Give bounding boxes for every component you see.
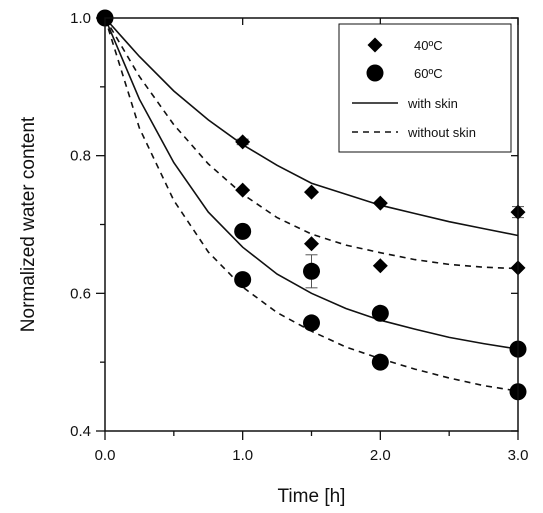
diamond-point-40c [235, 182, 251, 198]
y-tick-label: 0.8 [70, 148, 91, 165]
x-axis-title: Time [h] [278, 486, 346, 507]
legend-circle-icon [366, 64, 384, 82]
x-tick-label: 2.0 [370, 447, 391, 464]
plot-frame [104, 17, 519, 432]
circle-point-60c [234, 271, 252, 289]
legend-label-60c: 60ºC [414, 66, 443, 81]
circle-point-60c [303, 262, 320, 280]
y-tick-label: 0.4 [70, 423, 91, 440]
y-axis-title: Normalized water content [18, 116, 39, 332]
circle-point-60c [371, 304, 389, 322]
legend-symbols [352, 37, 398, 133]
legend-label-without-skin: without skin [407, 125, 476, 140]
diamond-point-40c [304, 236, 319, 252]
diamond-point-40c [235, 134, 251, 150]
x-tick-label: 1.0 [232, 447, 253, 464]
legend-box [338, 23, 512, 153]
diamond-point-40c [372, 258, 388, 274]
diamond-point-40c [304, 184, 319, 200]
diamond-point-40c [372, 195, 388, 211]
y-tick-label: 1.0 [70, 10, 91, 27]
tick-labels: 0.0 1.0 2.0 3.0 0.4 0.6 0.8 1.0 [70, 10, 528, 464]
solid-curve-40c [104, 17, 519, 237]
legend-diamond-icon [367, 37, 383, 53]
x-tick-label: 3.0 [508, 447, 529, 464]
circle-point-60c [234, 222, 252, 240]
legend-label-with-skin: with skin [407, 96, 458, 111]
circle-point-60c [303, 314, 320, 332]
legend: 40ºC 60ºC with skin without skin [338, 23, 512, 153]
y-tick-label: 0.6 [70, 285, 91, 302]
legend-label-40c: 40ºC [414, 38, 443, 53]
solid-curve-60c [104, 17, 519, 350]
circle-point-60c [371, 353, 389, 371]
x-tick-label: 0.0 [95, 447, 116, 464]
